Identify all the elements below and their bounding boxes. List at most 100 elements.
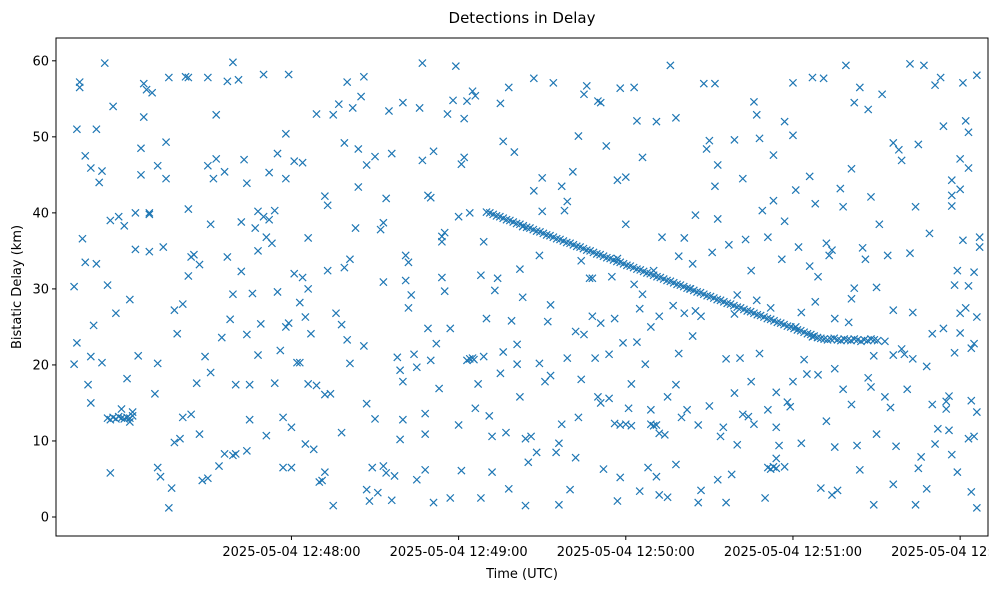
detection-point [415, 103, 424, 112]
detection-point [84, 380, 93, 389]
detection-point [103, 281, 112, 290]
detection-point [816, 484, 825, 493]
detection-point [437, 273, 446, 282]
detection-point [206, 220, 215, 229]
detection-point [744, 412, 753, 421]
detection-point [775, 441, 784, 450]
detection-point [708, 248, 717, 257]
detection-point [309, 445, 318, 454]
detection-point [265, 215, 274, 224]
detection-point [120, 221, 129, 230]
detection-point [181, 72, 190, 81]
detection-point [588, 312, 597, 321]
detection-point [780, 117, 789, 126]
detection-point [571, 453, 580, 462]
x-tick-label: 2025-05-04 12:52:00 [891, 545, 989, 560]
detection-point [660, 430, 669, 439]
detection-point [738, 174, 747, 183]
detection-point [81, 151, 90, 160]
detection-point [81, 258, 90, 267]
detection-point [178, 413, 187, 422]
detection-point [426, 193, 435, 202]
detection-point [343, 78, 352, 87]
detection-point [245, 380, 254, 389]
detection-point [847, 400, 856, 409]
detection-point [292, 358, 302, 367]
detection-point [878, 90, 887, 99]
detection-point [443, 110, 452, 119]
detection-point [145, 210, 154, 219]
detection-point [577, 256, 586, 265]
detection-point [134, 351, 143, 360]
detection-point [970, 268, 979, 277]
detection-point [156, 472, 165, 481]
detection-point [382, 194, 391, 203]
detection-point [788, 78, 797, 87]
detection-point [841, 61, 850, 70]
detection-point [621, 173, 630, 182]
detection-point [451, 62, 460, 71]
detection-point [958, 236, 967, 245]
detection-point [827, 246, 836, 255]
detection-point [287, 423, 296, 432]
detection-point [281, 322, 290, 331]
detection-point [468, 87, 477, 96]
y-tick-label: 40 [32, 206, 49, 221]
detection-point [571, 327, 580, 336]
detection-point [70, 282, 79, 291]
detection-point [387, 496, 396, 505]
detection-point [599, 465, 608, 474]
detection-point [694, 420, 703, 430]
detection-point [713, 475, 722, 484]
detection-point [905, 249, 915, 258]
detection-point [772, 464, 781, 473]
detection-point [649, 266, 658, 275]
detection-point [613, 176, 622, 185]
detection-point [187, 252, 196, 261]
detection-point [206, 368, 215, 377]
detection-point [577, 375, 586, 384]
detection-point [618, 338, 628, 347]
detection-point [791, 186, 800, 195]
detection-point [861, 255, 870, 264]
detection-point [384, 106, 393, 116]
x-tick-label: 2025-05-04 12:48:00 [222, 545, 360, 560]
detection-point [772, 454, 781, 463]
detection-point [928, 329, 937, 338]
detection-point [616, 473, 625, 482]
detection-point [242, 179, 251, 188]
detection-point [429, 147, 438, 156]
detection-point [655, 490, 664, 499]
detection-point [231, 380, 240, 389]
detection-point [680, 309, 689, 318]
detection-point [814, 272, 823, 281]
detection-point [560, 206, 569, 215]
detection-point [557, 420, 566, 429]
detection-point [465, 208, 474, 217]
detection-point [908, 308, 917, 317]
detection-point [139, 79, 148, 88]
detection-point [752, 296, 761, 305]
detection-point [616, 84, 625, 93]
detection-point [649, 421, 658, 430]
detection-point [351, 224, 360, 233]
detection-point [610, 314, 619, 323]
detection-point [423, 324, 432, 333]
detection-point [86, 163, 95, 173]
detection-point [184, 73, 193, 82]
detection-point [203, 474, 212, 483]
detection-point [797, 308, 806, 317]
detection-point [691, 306, 700, 315]
detection-point [808, 73, 817, 82]
detection-point [735, 354, 745, 363]
detection-point [382, 468, 391, 477]
detection-point [864, 373, 873, 382]
detection-point [855, 83, 864, 92]
detection-point [953, 468, 962, 477]
detection-point [201, 352, 210, 361]
detection-point [588, 274, 597, 283]
detection-point [145, 208, 154, 217]
detection-point [220, 449, 229, 458]
detection-point [521, 501, 530, 510]
